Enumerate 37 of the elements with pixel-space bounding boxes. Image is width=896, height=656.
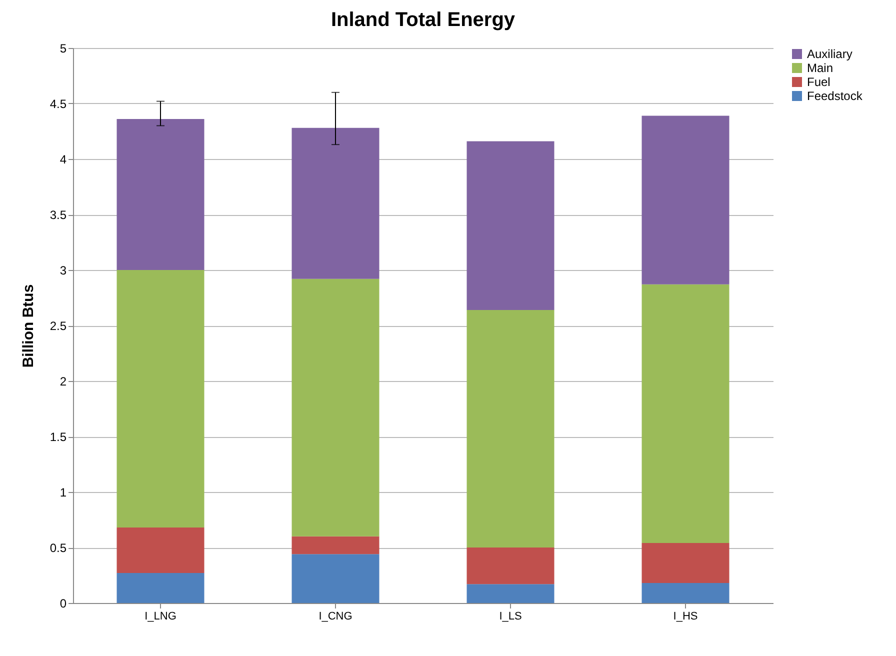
y-tick-label: 2.5: [50, 319, 67, 333]
bar: [116, 528, 204, 574]
chart-title: Inland Total Energy: [330, 9, 516, 31]
bar: [292, 128, 380, 279]
bar: [642, 284, 730, 544]
x-tick-label: I_CNG: [318, 610, 352, 622]
bar: [116, 119, 204, 270]
bar: [292, 536, 380, 554]
bar: [642, 583, 730, 603]
y-tick-label: 2: [60, 374, 67, 388]
legend-label: Fuel: [807, 75, 830, 89]
y-tick-label: 3: [60, 264, 67, 278]
bar: [292, 278, 380, 536]
bar: [116, 270, 204, 528]
y-tick-label: 0.5: [50, 541, 67, 555]
x-tick-label: I_LS: [499, 610, 522, 622]
bar: [292, 554, 380, 603]
bar: [642, 543, 730, 584]
y-tick-label: 1.5: [50, 430, 67, 444]
x-tick-label: I_HS: [673, 610, 698, 622]
y-tick-label: 3.5: [50, 208, 67, 222]
y-axis-title: Billion Btus: [20, 284, 37, 368]
legend-label: Auxiliary: [807, 47, 852, 61]
bar: [116, 573, 204, 603]
y-tick-label: 4.5: [50, 97, 67, 111]
bar: [466, 584, 554, 603]
y-tick-label: 1: [60, 486, 67, 500]
y-tick-label: 5: [60, 42, 67, 56]
y-tick-label: 0: [60, 596, 67, 610]
legend-label: Feedstock: [807, 89, 864, 103]
bar: [466, 310, 554, 548]
bar: [642, 116, 730, 284]
bar: [466, 141, 554, 310]
legend-label: Main: [807, 61, 834, 75]
bar: [466, 548, 554, 584]
y-tick-label: 4: [60, 152, 67, 166]
x-tick-label: I_LNG: [144, 610, 176, 622]
